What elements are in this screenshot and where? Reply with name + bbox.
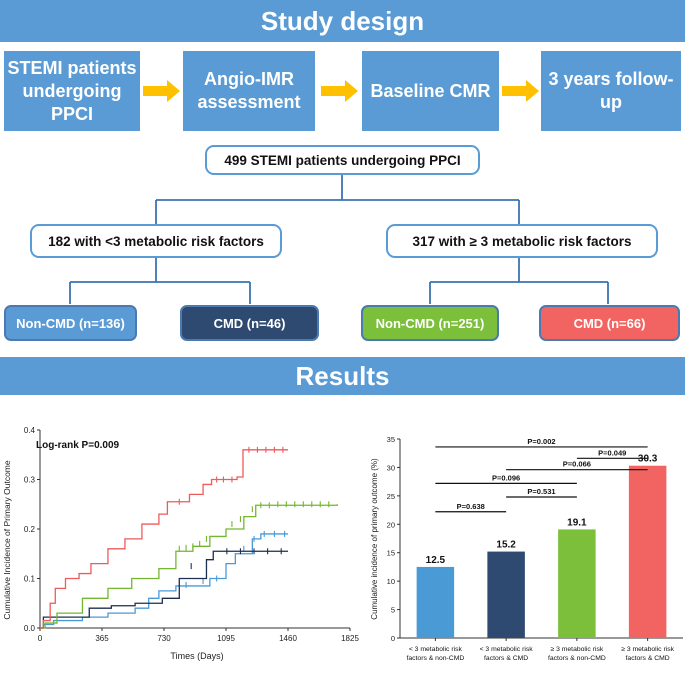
bar-y-tick-label: 5 [391, 606, 395, 615]
bar-value-label: 12.5 [426, 555, 446, 566]
km-y-axis-label: Cumulative Incidence of Primary Outcome [2, 460, 12, 619]
bar-y-tick-label: 35 [387, 435, 395, 444]
significance-p-label: P=0.638 [457, 502, 485, 511]
bar-y-tick-label: 15 [387, 549, 395, 558]
step-follow-up: 3 years follow-up [541, 51, 681, 131]
km-y-tick-label: 0.3 [24, 476, 36, 485]
bar-y-tick-label: 30 [387, 463, 395, 472]
km-y-tick-label: 0.0 [24, 624, 36, 633]
step-stemi-patients: STEMI patients undergoing PPCI [4, 51, 140, 131]
bar-category-label: < 3 metabolic risk [409, 646, 463, 653]
bar-category-label: < 3 metabolic risk [480, 646, 534, 653]
km-x-axis-label: Times (Days) [170, 651, 223, 661]
bar-y-tick-label: 0 [391, 634, 395, 643]
leaf-non-cmd-251: Non-CMD (n=251) [361, 305, 499, 341]
arrow-right-icon [502, 80, 539, 102]
bar-y-tick-label: 20 [387, 520, 395, 529]
bar-y-axis-label: Cumulative incidence of primary outcome … [370, 458, 379, 620]
km-y-tick-label: 0.2 [24, 525, 36, 534]
results-banner: Results [0, 357, 685, 395]
significance-p-label: P=0.049 [598, 448, 626, 457]
arrow-right-icon [321, 80, 358, 102]
leaf-cmd-46: CMD (n=46) [180, 305, 319, 341]
significance-p-label: P=0.096 [492, 473, 520, 482]
km-series-line-2 [40, 504, 338, 629]
significance-p-label: P=0.531 [527, 487, 555, 496]
bar-category-label: factors & non-CMD [406, 655, 464, 662]
km-logrank-label: Log-rank P=0.009 [36, 440, 120, 451]
bar-0 [416, 566, 455, 638]
bar-category-label: factors & CMD [626, 655, 670, 662]
km-x-tick-label: 1825 [341, 634, 359, 643]
leaf-cmd-66: CMD (n=66) [539, 305, 680, 341]
bar-category-label: factors & CMD [484, 655, 528, 662]
km-x-tick-label: 1460 [279, 634, 297, 643]
bar-value-label: 15.2 [496, 540, 516, 551]
km-series-line-3 [40, 449, 288, 629]
group-node-under-3: 182 with <3 metabolic risk factors [30, 224, 282, 258]
km-y-tick-label: 0.4 [24, 426, 36, 435]
bar-category-label: ≥ 3 metabolic risk [550, 646, 603, 653]
km-y-tick-label: 0.1 [24, 575, 36, 584]
step-angio-imr: Angio-IMR assessment [183, 51, 315, 131]
arrow-right-icon [143, 80, 180, 102]
km-x-tick-label: 730 [157, 634, 171, 643]
bar-1 [487, 551, 525, 638]
km-x-tick-label: 0 [38, 634, 43, 643]
group-node-3-or-more: 317 with ≥ 3 metabolic risk factors [386, 224, 658, 258]
leaf-non-cmd-136: Non-CMD (n=136) [4, 305, 137, 341]
step-baseline-cmr: Baseline CMR [362, 51, 499, 131]
km-x-tick-label: 1095 [217, 634, 235, 643]
tree-connectors [69, 173, 609, 304]
bar-3 [628, 465, 667, 638]
bar-y-tick-label: 10 [387, 577, 395, 586]
bar-value-label: 30.3 [638, 454, 658, 465]
km-x-tick-label: 365 [95, 634, 109, 643]
study-design-banner: Study design [0, 0, 685, 42]
km-series-line-0 [40, 533, 288, 629]
bar-category-label: ≥ 3 metabolic risk [621, 646, 674, 653]
significance-p-label: P=0.066 [563, 460, 591, 469]
significance-p-label: P=0.002 [527, 437, 555, 446]
root-node: 499 STEMI patients undergoing PPCI [205, 145, 480, 175]
km-curve-chart: Log-rank P=0.009 Cumulative Incidence of… [2, 426, 359, 661]
bar-y-tick-label: 25 [387, 492, 395, 501]
bar-chart: Cumulative incidence of primary outcome … [370, 435, 683, 662]
bar-category-label: factors & non-CMD [548, 655, 606, 662]
bar-2 [558, 529, 596, 638]
bar-value-label: 19.1 [567, 517, 587, 528]
km-series-line-1 [40, 550, 288, 629]
